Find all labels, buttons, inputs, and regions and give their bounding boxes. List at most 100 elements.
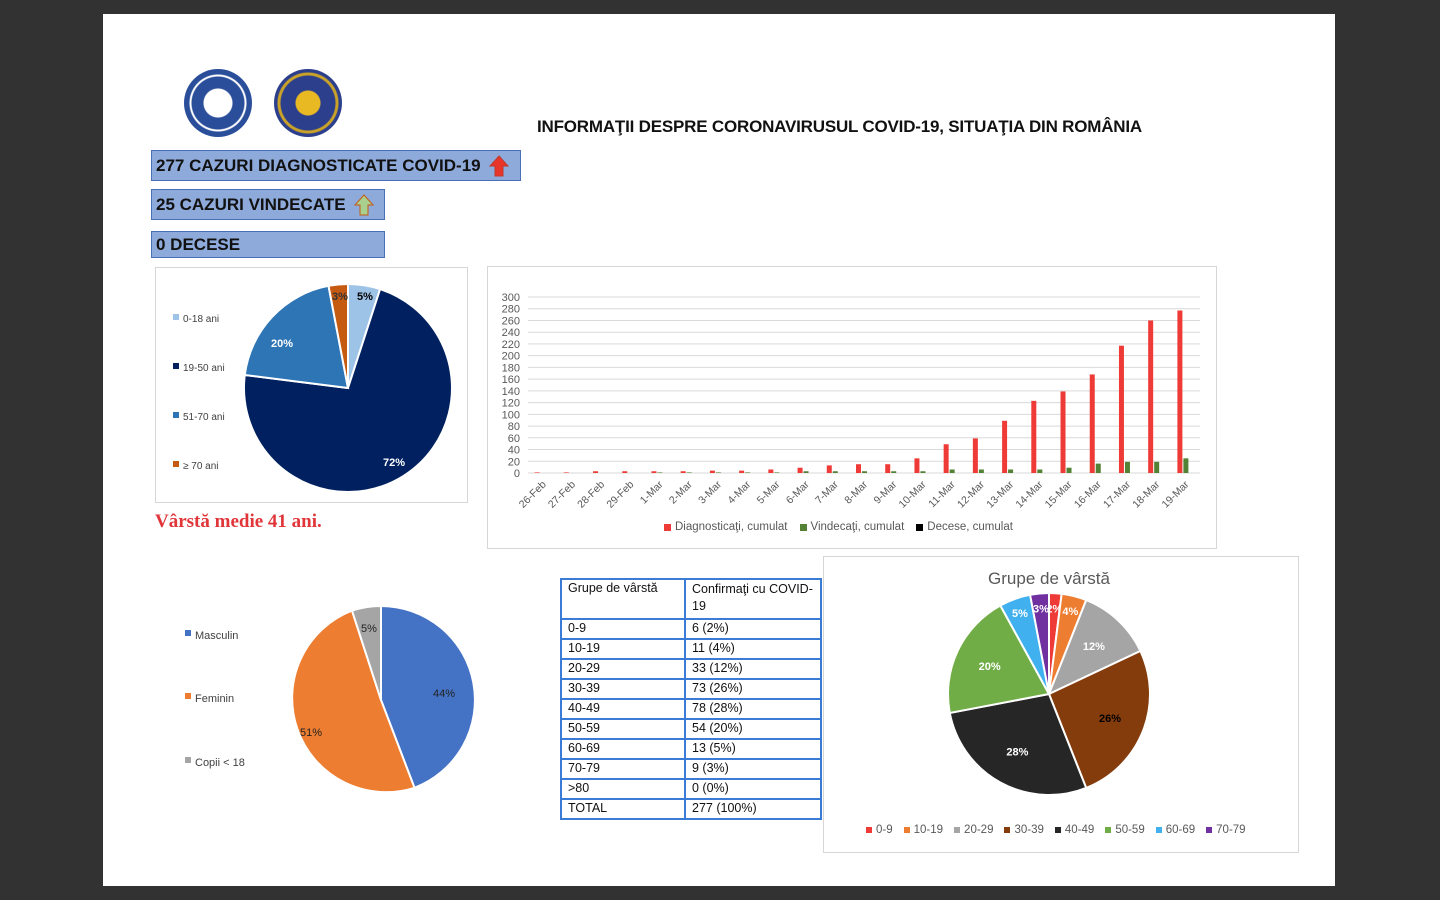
svg-text:15-Mar: 15-Mar — [1043, 478, 1075, 510]
legend-item: Copii < 18 — [185, 757, 245, 777]
age-groups-legend: 0-9 10-19 20-29 30-39 40-49 50-59 60-69 70-79 — [866, 824, 1246, 836]
legend-item: 20-29 — [954, 824, 993, 836]
dsu-logo — [274, 69, 342, 137]
legend-item: Masculin — [185, 630, 245, 693]
legend-item: Diagnosticaţi, cumulat — [664, 521, 788, 533]
legend-item: Decese, cumulat — [916, 521, 1013, 533]
svg-text:0: 0 — [514, 468, 520, 480]
svg-text:100: 100 — [502, 409, 520, 421]
svg-text:1-Mar: 1-Mar — [638, 478, 666, 506]
svg-text:11-Mar: 11-Mar — [926, 478, 958, 510]
legend-item: Vindecaţi, cumulat — [799, 521, 904, 533]
svg-text:12%: 12% — [1083, 641, 1105, 653]
table-row: 60-69 13 (5%) — [560, 738, 822, 760]
age-groups-pie-graphic: 2% 4%12%26%28%20%5% 3% — [947, 591, 1151, 796]
svg-text:5%: 5% — [1012, 608, 1028, 620]
guvernul-romaniei-logo — [184, 69, 252, 137]
recovered-cases-banner: 25 CAZURI VINDECATE — [151, 189, 385, 220]
svg-text:3%: 3% — [332, 291, 348, 303]
page-title: INFORMAŢII DESPRE CORONAVIRUSUL COVID-19… — [537, 117, 1142, 136]
bar-chart-graphic: 0204060801001201401601802002202402602803… — [502, 292, 1200, 511]
table-row: 20-29 33 (12%) — [560, 658, 822, 680]
svg-text:27-Feb: 27-Feb — [546, 479, 578, 511]
legend-item: 0-9 — [866, 824, 893, 836]
cumulative-bar-chart: 0 20 40 60 80 100 120 140 160 180 200 220 240 260 280 3… — [487, 266, 1217, 549]
gender-pie-graphic: 44% 51% 5% — [291, 604, 476, 794]
svg-text:17-Mar: 17-Mar — [1101, 478, 1133, 510]
legend-item: 70-79 — [1206, 824, 1246, 836]
legend-item: 40-49 — [1054, 824, 1094, 836]
gender-pie-legend: Masculin Feminin Copii < 18 — [185, 630, 245, 777]
svg-text:6-Mar: 6-Mar — [784, 478, 812, 506]
svg-text:3-Mar: 3-Mar — [696, 478, 724, 506]
svg-text:40: 40 — [508, 445, 520, 457]
svg-text:26%: 26% — [1099, 713, 1121, 725]
svg-text:140: 140 — [502, 386, 520, 398]
svg-text:300: 300 — [502, 292, 520, 304]
svg-text:3%: 3% — [1033, 604, 1049, 616]
age-pie-graphic: 5% 3% 20% 72% — [243, 282, 453, 494]
svg-text:180: 180 — [502, 362, 520, 374]
svg-text:7-Mar: 7-Mar — [813, 478, 841, 506]
svg-text:20%: 20% — [271, 338, 293, 350]
legend-item: Feminin — [185, 693, 245, 757]
legend-item: 19-50 ani — [173, 363, 225, 412]
table-header-cell: Grupe de vârstă — [560, 578, 686, 620]
report-page: INFORMAŢII DESPRE CORONAVIRUSUL COVID-19… — [103, 14, 1335, 886]
table-row: 70-79 9 (3%) — [560, 758, 822, 780]
table-row: 50-59 54 (20%) — [560, 718, 822, 740]
svg-text:5%: 5% — [357, 291, 373, 303]
table-header-cell: Confirmaţi cu COVID-19 — [684, 578, 822, 620]
svg-text:29-Feb: 29-Feb — [604, 479, 636, 511]
arrow-up-red-icon — [488, 154, 509, 176]
svg-text:5-Mar: 5-Mar — [755, 478, 783, 506]
table-row: 40-49 78 (28%) — [560, 698, 822, 720]
svg-text:16-Mar: 16-Mar — [1072, 478, 1104, 510]
age-pie-legend: 0-18 ani 19-50 ani 51-70 ani ≥ 70 ani — [173, 314, 225, 510]
svg-text:19-Mar: 19-Mar — [1160, 478, 1192, 510]
svg-text:18-Mar: 18-Mar — [1130, 478, 1162, 510]
svg-text:60: 60 — [508, 433, 520, 445]
table-header-row: Grupe de vârstă Confirmaţi cu COVID-19 — [560, 578, 822, 620]
svg-text:5%: 5% — [361, 623, 377, 635]
svg-text:120: 120 — [502, 398, 520, 410]
svg-text:20%: 20% — [979, 661, 1001, 673]
svg-text:72%: 72% — [383, 457, 405, 469]
age-group-table: Grupe de vârstă Confirmaţi cu COVID-19 0… — [560, 578, 822, 820]
svg-text:28%: 28% — [1006, 747, 1028, 759]
legend-item: ≥ 70 ani — [173, 461, 225, 510]
arrow-up-green-icon — [353, 193, 374, 215]
diagnosed-cases-text: 277 CAZURI DIAGNOSTICATE COVID-19 — [156, 155, 481, 175]
table-total-row: TOTAL 277 (100%) — [560, 798, 822, 820]
diagnosed-cases-banner: 277 CAZURI DIAGNOSTICATE COVID-19 — [151, 150, 521, 181]
svg-text:280: 280 — [502, 304, 520, 316]
legend-item: 60-69 — [1155, 824, 1195, 836]
age-groups-pie-chart: Grupe de vârstă 2% 4% 12% 26% 28% 20% 5% 3% 0-9… — [823, 556, 1299, 853]
deaths-text: 0 DECESE — [156, 234, 241, 254]
svg-text:26-Feb: 26-Feb — [517, 479, 549, 511]
table-row: 30-39 73 (26%) — [560, 678, 822, 700]
table-row: 0-9 6 (2%) — [560, 618, 822, 640]
svg-text:51%: 51% — [300, 727, 322, 739]
svg-text:12-Mar: 12-Mar — [955, 478, 987, 510]
legend-item: 50-59 — [1105, 824, 1145, 836]
svg-text:8-Mar: 8-Mar — [842, 478, 870, 506]
table-row: 10-19 11 (4%) — [560, 638, 822, 660]
recovered-cases-text: 25 CAZURI VINDECATE — [156, 194, 346, 214]
svg-text:80: 80 — [508, 421, 520, 433]
svg-text:240: 240 — [502, 327, 520, 339]
svg-text:260: 260 — [502, 315, 520, 327]
svg-text:10-Mar: 10-Mar — [897, 478, 929, 510]
average-age-text: Vârstă medie 41 ani. — [155, 511, 322, 532]
svg-text:220: 220 — [502, 339, 520, 351]
svg-text:20: 20 — [508, 456, 520, 468]
deaths-banner: 0 DECESE — [151, 231, 385, 258]
svg-text:4-Mar: 4-Mar — [725, 478, 753, 506]
svg-text:13-Mar: 13-Mar — [984, 478, 1016, 510]
legend-item: 0-18 ani — [173, 314, 225, 363]
svg-text:200: 200 — [502, 351, 520, 363]
legend-item: 51-70 ani — [173, 412, 225, 461]
svg-text:44%: 44% — [433, 688, 455, 700]
svg-text:2-Mar: 2-Mar — [667, 478, 695, 506]
legend-item: 10-19 — [903, 824, 943, 836]
